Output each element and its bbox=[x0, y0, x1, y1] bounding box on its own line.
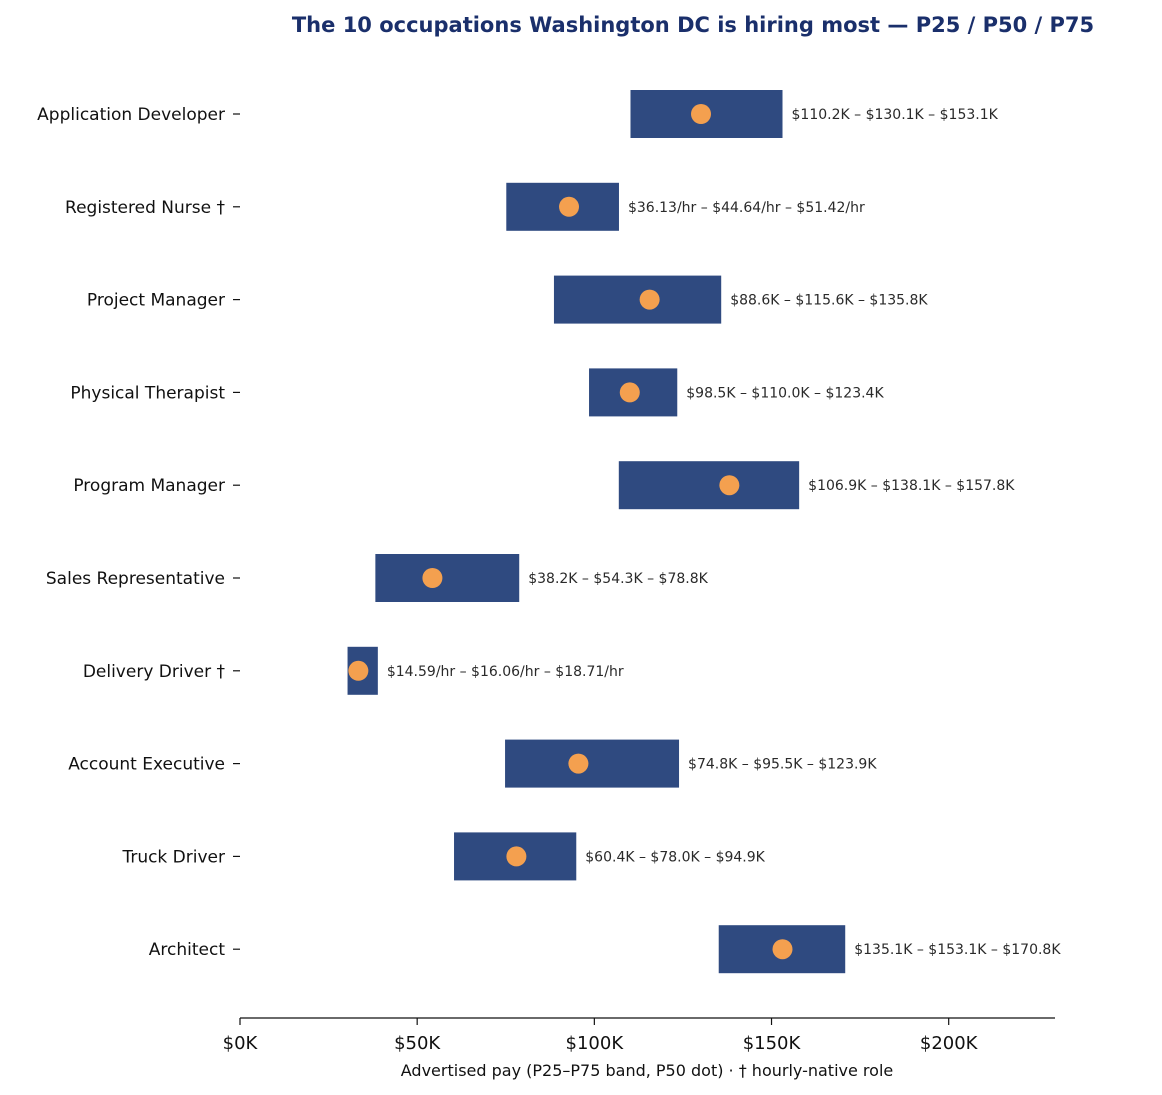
data-label: $88.6K – $115.6K – $135.8K bbox=[730, 293, 928, 309]
pay-band bbox=[553, 275, 722, 324]
y-tick-label: Truck Driver bbox=[121, 847, 225, 867]
y-tick-label: Sales Representative bbox=[46, 569, 225, 589]
bands-layer: $110.2K – $130.1K – $153.1K $36.13/hr – $… bbox=[347, 90, 1061, 974]
y-tick-label: Registered Nurse † bbox=[65, 198, 225, 218]
y-tick-label: Physical Therapist bbox=[70, 383, 225, 403]
y-tick-label: Delivery Driver † bbox=[83, 662, 226, 682]
median-dot bbox=[559, 196, 580, 217]
median-dot bbox=[422, 568, 443, 588]
data-label: $98.5K – $110.0K – $123.4K bbox=[686, 385, 884, 401]
median-dot bbox=[691, 104, 712, 124]
x-tick-label: $0K bbox=[223, 1033, 259, 1054]
y-tick-label: Program Manager bbox=[73, 476, 225, 496]
y-axis: Application Developer Registered Nurse † P… bbox=[37, 105, 240, 960]
x-tick-label: $50K bbox=[394, 1033, 441, 1054]
x-tick-label: $150K bbox=[743, 1033, 802, 1054]
median-dot bbox=[568, 753, 589, 774]
y-tick-label: Architect bbox=[149, 940, 226, 960]
median-dot bbox=[619, 382, 640, 403]
x-tick-label: $200K bbox=[920, 1033, 979, 1054]
data-label: $135.1K – $153.1K – $170.8K bbox=[854, 942, 1061, 958]
pay-band bbox=[375, 554, 520, 602]
median-dot bbox=[719, 475, 740, 496]
x-axis: $0K $50K $100K $150K $200K bbox=[223, 1017, 1055, 1054]
x-axis-label: Advertised pay (P25–P75 band, P50 dot) ·… bbox=[401, 1061, 893, 1080]
median-dot bbox=[772, 939, 793, 960]
data-label: $36.13/hr – $44.64/hr – $51.42/hr bbox=[628, 200, 865, 216]
data-label: $14.59/hr – $16.06/hr – $18.71/hr bbox=[387, 664, 624, 680]
data-label: $38.2K – $54.3K – $78.8K bbox=[528, 571, 708, 587]
pay-band bbox=[505, 739, 680, 788]
median-dot bbox=[348, 660, 369, 681]
x-tick-label: $100K bbox=[566, 1033, 625, 1054]
data-label: $110.2K – $130.1K – $153.1K bbox=[792, 107, 999, 123]
data-label: $106.9K – $138.1K – $157.8K bbox=[808, 478, 1015, 494]
y-tick-label: Application Developer bbox=[37, 105, 225, 125]
y-tick-label: Account Executive bbox=[68, 755, 225, 775]
y-tick-label: Project Manager bbox=[87, 291, 225, 311]
pay-band bbox=[618, 461, 800, 510]
median-dot bbox=[639, 289, 660, 310]
data-label: $74.8K – $95.5K – $123.9K bbox=[688, 757, 877, 773]
median-dot bbox=[506, 846, 527, 867]
data-label: $60.4K – $78.0K – $94.9K bbox=[585, 849, 765, 865]
chart-title: The 10 occupations Washington DC is hiri… bbox=[292, 13, 1094, 37]
